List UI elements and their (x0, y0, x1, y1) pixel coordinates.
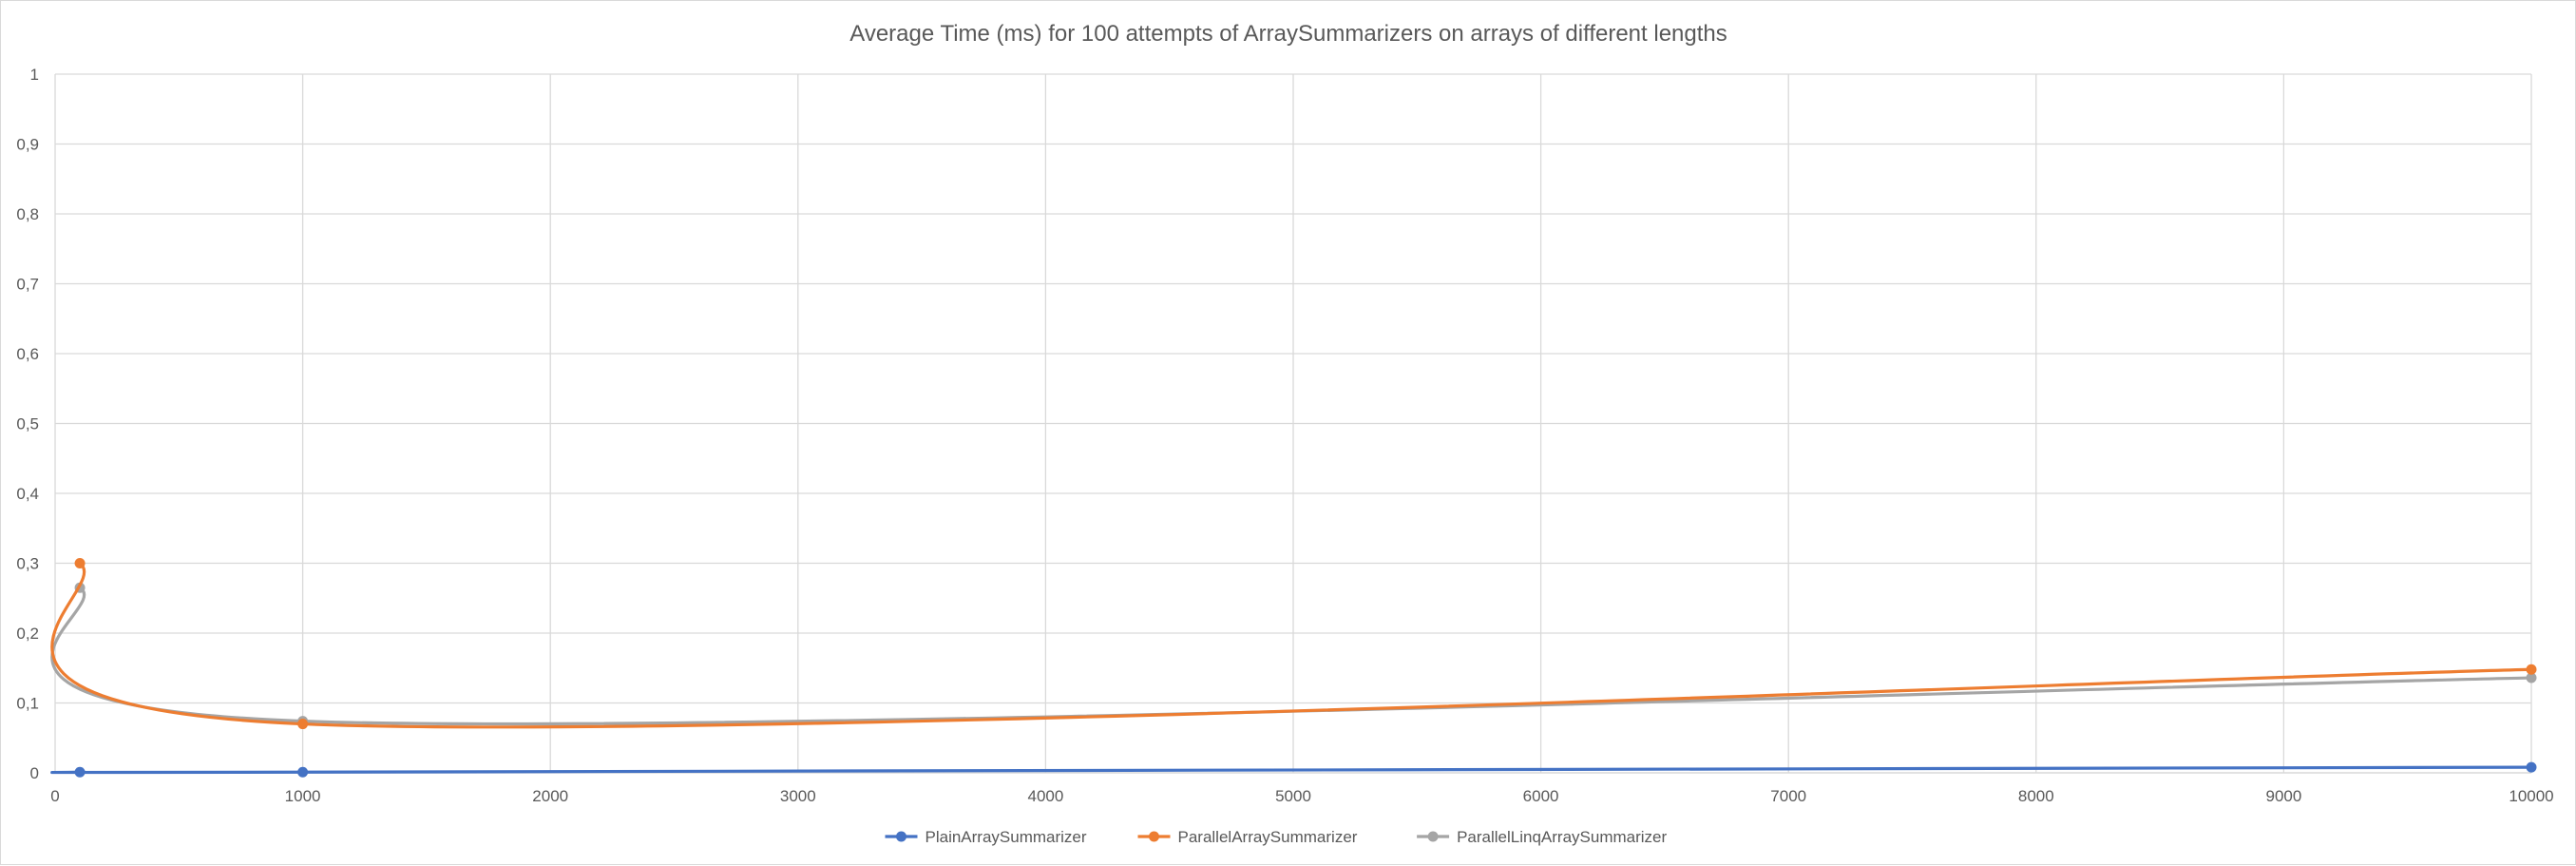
y-tick-label: 0,9 (16, 136, 39, 154)
series-group (50, 558, 2537, 778)
x-tick-label: 10000 (2509, 787, 2553, 805)
data-point (2526, 672, 2537, 683)
legend-item[interactable]: PlainArraySummarizer (885, 828, 1087, 846)
chart-title: Average Time (ms) for 100 attempts of Ar… (849, 21, 1727, 47)
x-tick-label: 9000 (2265, 787, 2301, 805)
series-parallelarraysummarizer (50, 558, 2537, 730)
data-point (74, 558, 86, 568)
data-point (297, 766, 309, 778)
y-tick-label: 0,5 (16, 415, 39, 433)
legend-label: ParallelLinqArraySummarizer (1457, 828, 1667, 846)
x-tick-label: 6000 (1523, 787, 1559, 805)
grid (54, 73, 2532, 773)
y-tick-label: 0,3 (16, 555, 39, 573)
data-point (2526, 761, 2537, 773)
x-tick-label: 8000 (2018, 787, 2054, 805)
legend-marker-icon (1427, 831, 1439, 842)
series-line (50, 561, 2533, 729)
x-tick-label: 0 (50, 787, 59, 805)
data-point (74, 766, 86, 778)
y-tick-label: 0,6 (16, 345, 39, 363)
y-tick-label: 0,1 (16, 695, 39, 713)
series-line (50, 765, 2533, 775)
legend-item[interactable]: ParallelArraySummarizer (1137, 828, 1358, 846)
legend-item[interactable]: ParallelLinqArraySummarizer (1417, 828, 1668, 846)
x-tick-label: 1000 (285, 787, 321, 805)
y-tick-label: 0,8 (16, 205, 39, 223)
legend-marker-icon (1149, 831, 1159, 842)
axes: 0 0,1 0,2 0,3 0,4 0,5 0,6 0,7 0,8 0,9 1 0 1000 2000 30… (16, 66, 2553, 805)
data-point (297, 719, 309, 730)
legend-label: PlainArraySummarizer (925, 828, 1087, 846)
series-line (50, 586, 2533, 726)
x-tick-label: 4000 (1027, 787, 1063, 805)
y-tick-label: 0,2 (16, 625, 39, 643)
series-parallellinqarraysummarizer (50, 582, 2537, 727)
legend-label: ParallelArraySummarizer (1178, 828, 1358, 846)
legend[interactable]: PlainArraySummarizer ParallelArraySummari… (885, 828, 1668, 846)
y-tick-label: 0,4 (16, 485, 39, 503)
y-tick-label: 0 (30, 764, 39, 782)
y-tick-label: 0,7 (16, 276, 39, 294)
x-tick-label: 3000 (780, 787, 816, 805)
x-tick-label: 2000 (532, 787, 568, 805)
legend-marker-icon (896, 831, 906, 842)
x-tick-label: 5000 (1275, 787, 1311, 805)
y-tick-label: 1 (30, 66, 39, 84)
data-point (2526, 664, 2537, 675)
series-plainarraysummarizer (50, 761, 2537, 778)
x-tick-label: 7000 (1770, 787, 1806, 805)
